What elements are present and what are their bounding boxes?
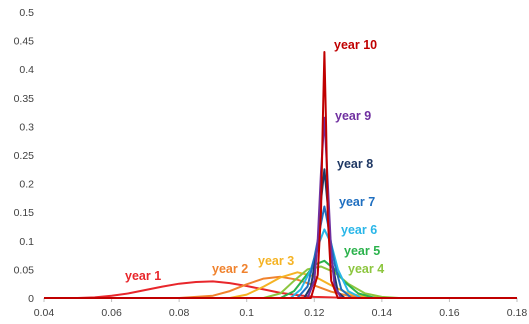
x-tick-label: 0.16: [439, 307, 460, 319]
y-tick-label: 0.05: [14, 264, 35, 276]
x-tick-label: 0.06: [101, 307, 122, 319]
series-label-year-2: year 2: [212, 262, 248, 276]
x-tick-label: 0.18: [507, 307, 528, 319]
series-line-year-5: [44, 259, 517, 299]
x-tick-label: 0.12: [304, 307, 325, 319]
x-tick-label: 0.08: [169, 307, 190, 319]
y-tick-label: 0.2: [19, 179, 34, 191]
series-label-year-3: year 3: [258, 254, 294, 268]
y-tick-label: 0.35: [14, 93, 35, 105]
series-label-year-7: year 7: [339, 195, 375, 209]
series-label-year-6: year 6: [341, 223, 377, 237]
x-tick-label: 0.1: [239, 307, 254, 319]
series-labels: year 1 year 2 year 3 year 4 year 5 year 6 year…: [125, 38, 384, 283]
series-layer: [44, 51, 517, 299]
y-tick-label: 0.1: [19, 236, 34, 248]
series-label-year-8: year 8: [337, 157, 373, 171]
series-line-year-10: [44, 51, 517, 299]
series-line-year-7: [44, 205, 517, 299]
axes: 0 0.05 0.1 0.15 0.2 0.25 0.3 0.35 0.4 0.45 0.5 0.04…: [14, 7, 528, 319]
series-line-year-6: [44, 228, 517, 299]
series-line-year-9: [44, 116, 517, 299]
y-tick-label: 0.25: [14, 150, 35, 162]
series-label-year-4: year 4: [348, 262, 384, 276]
series-line-year-1: [44, 280, 517, 299]
series-label-year-10: year 10: [334, 38, 377, 52]
y-tick-label: 0: [28, 293, 34, 305]
y-tick-label: 0.5: [19, 7, 34, 19]
series-line-year-4: [44, 265, 517, 299]
y-tick-label: 0.4: [19, 64, 34, 76]
series-label-year-5: year 5: [344, 244, 380, 258]
y-tick-label: 0.45: [14, 36, 35, 48]
x-tick-label: 0.04: [34, 307, 55, 319]
x-tick-label: 0.14: [372, 307, 393, 319]
series-label-year-1: year 1: [125, 269, 161, 283]
series-label-year-9: year 9: [335, 109, 371, 123]
series-line-year-8: [44, 168, 517, 299]
y-tick-label: 0.3: [19, 121, 34, 133]
y-tick-label: 0.15: [14, 207, 35, 219]
